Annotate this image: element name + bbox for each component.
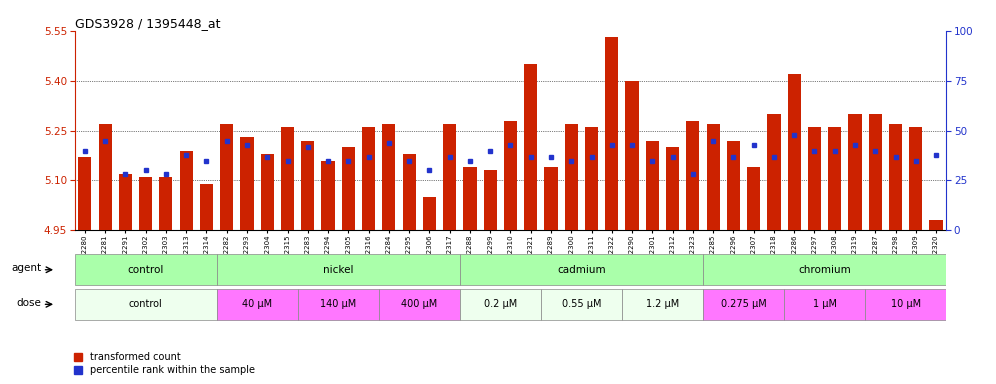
Bar [727,141,740,230]
Bar [301,141,315,230]
Bar [75,289,216,320]
Bar [703,254,946,285]
Bar [342,147,355,230]
Bar [666,147,679,230]
Bar [159,177,172,230]
Bar [625,81,638,230]
Bar [703,289,784,320]
Bar [869,114,881,230]
Bar [460,254,703,285]
Text: cadmium: cadmium [557,265,606,275]
Bar [378,289,460,320]
Bar [524,64,537,230]
Bar [504,121,517,230]
Bar [422,197,436,230]
Bar [849,114,862,230]
Text: 40 μM: 40 μM [242,299,272,310]
Bar [281,127,294,230]
Bar [463,167,476,230]
Bar [362,127,375,230]
Text: dose: dose [16,298,41,308]
Bar [747,167,760,230]
Legend: transformed count, percentile rank within the sample: transformed count, percentile rank withi… [75,353,255,375]
Bar [541,289,622,320]
Bar [585,127,599,230]
Bar [929,220,942,230]
Text: agent: agent [11,263,41,273]
Bar [261,154,274,230]
Bar [443,124,456,230]
Bar [216,289,298,320]
Bar [909,127,922,230]
Bar [460,289,541,320]
Bar [767,114,781,230]
Text: 400 μM: 400 μM [401,299,437,310]
Text: 1.2 μM: 1.2 μM [645,299,679,310]
Bar [240,137,254,230]
Bar [382,124,395,230]
Bar [565,124,578,230]
Bar [706,124,720,230]
Text: 1 μM: 1 μM [813,299,837,310]
Bar [788,74,801,230]
Bar [808,127,821,230]
Bar [179,151,193,230]
Bar [298,289,378,320]
Bar [139,177,152,230]
Text: 10 μM: 10 μM [890,299,920,310]
Bar [322,161,335,230]
Text: 140 μM: 140 μM [320,299,357,310]
Text: control: control [128,299,162,310]
Bar [866,289,946,320]
Bar [606,37,619,230]
Bar [622,289,703,320]
Bar [99,124,112,230]
Bar [784,289,866,320]
Bar [216,254,460,285]
Bar [79,157,92,230]
Bar [402,154,415,230]
Text: nickel: nickel [323,265,354,275]
Text: 0.2 μM: 0.2 μM [484,299,517,310]
Bar [686,121,699,230]
Bar [484,170,497,230]
Bar [828,127,842,230]
Text: 0.55 μM: 0.55 μM [562,299,602,310]
Bar [645,141,659,230]
Text: chromium: chromium [798,265,851,275]
Bar [545,167,558,230]
Bar [220,124,233,230]
Text: GDS3928 / 1395448_at: GDS3928 / 1395448_at [75,17,220,30]
Text: control: control [127,265,163,275]
Bar [200,184,213,230]
Bar [889,124,902,230]
Bar [119,174,131,230]
Text: 0.275 μM: 0.275 μM [721,299,766,310]
Bar [75,254,216,285]
